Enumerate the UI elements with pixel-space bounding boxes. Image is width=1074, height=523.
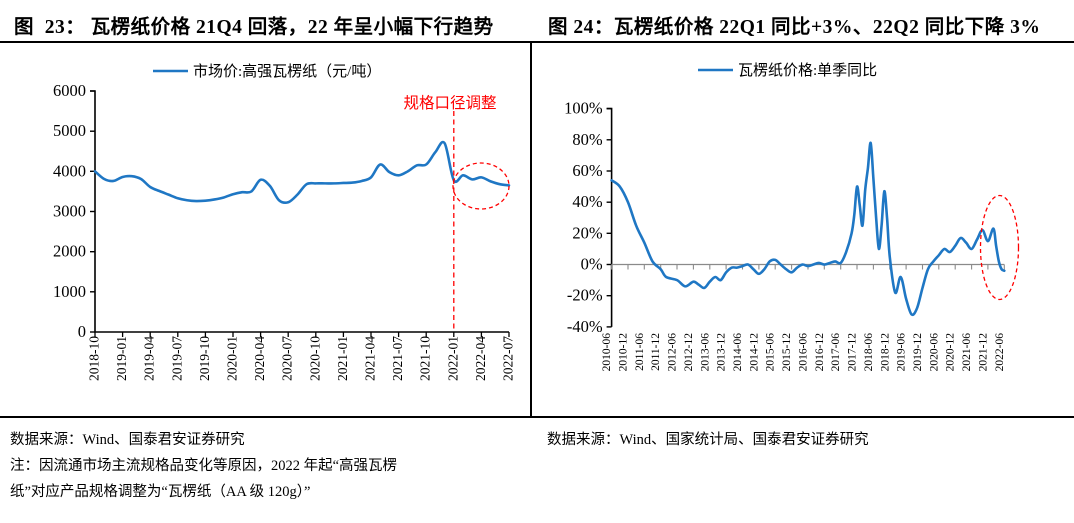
svg-text:0%: 0% bbox=[581, 255, 603, 274]
svg-text:40%: 40% bbox=[572, 192, 603, 211]
svg-text:60%: 60% bbox=[572, 161, 603, 180]
svg-text:2017-12: 2017-12 bbox=[847, 333, 859, 372]
svg-text:2021-06: 2021-06 bbox=[961, 333, 973, 372]
svg-text:3000: 3000 bbox=[53, 202, 86, 221]
svg-text:2014-06: 2014-06 bbox=[732, 333, 744, 372]
svg-text:4000: 4000 bbox=[53, 161, 86, 180]
svg-text:2020-04: 2020-04 bbox=[252, 336, 267, 381]
svg-text:2020-10: 2020-10 bbox=[307, 336, 322, 381]
svg-text:2015-06: 2015-06 bbox=[765, 333, 777, 372]
svg-text:2017-06: 2017-06 bbox=[830, 333, 842, 372]
svg-text:2013-12: 2013-12 bbox=[716, 333, 728, 372]
svg-text:2010-12: 2010-12 bbox=[618, 333, 630, 372]
svg-text:2000: 2000 bbox=[53, 242, 86, 261]
svg-text:2014-12: 2014-12 bbox=[748, 333, 760, 372]
svg-text:2019-06: 2019-06 bbox=[896, 333, 908, 372]
svg-text:2020-12: 2020-12 bbox=[945, 333, 957, 372]
svg-text:2012-06: 2012-06 bbox=[667, 333, 679, 372]
svg-text:2010-06: 2010-06 bbox=[601, 333, 613, 372]
svg-text:2016-12: 2016-12 bbox=[814, 333, 826, 372]
svg-text:2013-06: 2013-06 bbox=[699, 333, 711, 372]
svg-text:2019-07: 2019-07 bbox=[169, 336, 184, 381]
svg-text:瓦楞纸价格:单季同比: 瓦楞纸价格:单季同比 bbox=[738, 62, 877, 79]
svg-text:2021-04: 2021-04 bbox=[363, 336, 378, 381]
svg-text:80%: 80% bbox=[572, 130, 603, 149]
svg-text:2015-12: 2015-12 bbox=[781, 333, 793, 372]
svg-text:2022-06: 2022-06 bbox=[994, 333, 1006, 372]
svg-text:2018-10: 2018-10 bbox=[87, 336, 102, 381]
svg-text:2020-06: 2020-06 bbox=[928, 333, 940, 372]
svg-text:20%: 20% bbox=[572, 223, 603, 242]
svg-text:市场价:高强瓦楞纸（元/吨）: 市场价:高强瓦楞纸（元/吨） bbox=[193, 63, 381, 80]
svg-text:2019-12: 2019-12 bbox=[912, 333, 924, 372]
svg-text:2021-10: 2021-10 bbox=[418, 336, 433, 381]
svg-text:-20%: -20% bbox=[567, 286, 603, 305]
svg-text:100%: 100% bbox=[564, 99, 603, 118]
svg-text:2011-06: 2011-06 bbox=[634, 333, 646, 371]
svg-text:2021-01: 2021-01 bbox=[335, 336, 350, 381]
svg-text:2020-07: 2020-07 bbox=[280, 336, 295, 381]
svg-text:2012-12: 2012-12 bbox=[683, 333, 695, 372]
svg-text:2021-12: 2021-12 bbox=[977, 333, 989, 372]
svg-text:2021-07: 2021-07 bbox=[390, 336, 405, 381]
svg-text:2022-01: 2022-01 bbox=[445, 336, 460, 381]
svg-text:5000: 5000 bbox=[53, 121, 86, 140]
svg-text:规格口径调整: 规格口径调整 bbox=[403, 94, 496, 112]
svg-text:2018-06: 2018-06 bbox=[863, 333, 875, 372]
svg-text:2016-06: 2016-06 bbox=[798, 333, 810, 372]
svg-text:2022-07: 2022-07 bbox=[501, 336, 516, 381]
svg-text:0: 0 bbox=[78, 322, 86, 341]
svg-text:2019-10: 2019-10 bbox=[197, 336, 212, 381]
svg-text:2019-01: 2019-01 bbox=[114, 336, 129, 381]
svg-text:2020-01: 2020-01 bbox=[225, 336, 240, 381]
svg-text:2022-04: 2022-04 bbox=[473, 336, 488, 381]
svg-text:2011-12: 2011-12 bbox=[650, 333, 662, 371]
svg-text:1000: 1000 bbox=[53, 282, 86, 301]
svg-text:2018-12: 2018-12 bbox=[879, 333, 891, 372]
svg-text:2019-04: 2019-04 bbox=[142, 336, 157, 381]
svg-text:-40%: -40% bbox=[567, 317, 603, 336]
svg-text:6000: 6000 bbox=[53, 81, 86, 100]
